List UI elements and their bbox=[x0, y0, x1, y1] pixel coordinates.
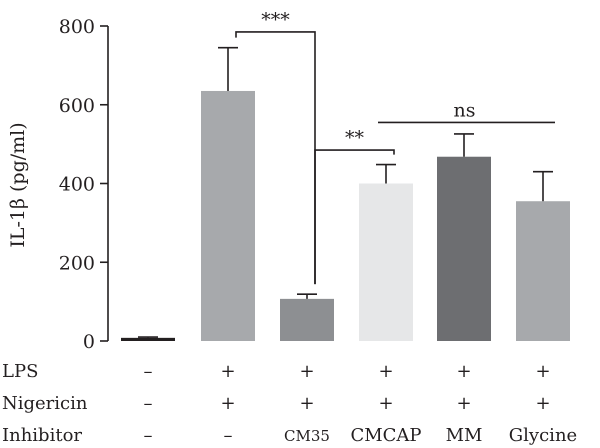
condition-cell-1-5: + bbox=[535, 393, 550, 414]
y-tick-label-3: 600 bbox=[59, 95, 95, 117]
bar-1 bbox=[201, 90, 255, 341]
condition-cell-0-5: + bbox=[535, 361, 550, 382]
condition-cell-2-3: CMCAP bbox=[350, 425, 421, 446]
condition-cell-0-0: – bbox=[144, 361, 153, 382]
condition-cell-0-1: + bbox=[220, 361, 235, 382]
significance-group: *****ns bbox=[235, 9, 555, 285]
y-tick-label-1: 200 bbox=[59, 252, 95, 274]
condition-cell-2-4: MM bbox=[446, 425, 483, 446]
condition-cell-0-3: + bbox=[378, 361, 393, 382]
condition-cell-1-0: – bbox=[144, 393, 153, 414]
sig-label-0: *** bbox=[261, 9, 290, 31]
sig-bracket-1 bbox=[314, 149, 395, 285]
sig-label-1: ** bbox=[345, 127, 365, 149]
condition-cell-1-3: + bbox=[378, 393, 393, 414]
condition-cell-1-4: + bbox=[456, 393, 471, 414]
condition-table: LPS – + + + + + Nigericin – + + + + + Inhibitor – – CM35 C… bbox=[2, 361, 577, 446]
condition-cell-1-1: + bbox=[220, 393, 235, 414]
condition-cell-2-0: – bbox=[144, 425, 153, 446]
condition-cell-1-2: + bbox=[299, 393, 314, 414]
bars-group bbox=[121, 90, 570, 341]
condition-cell-2-2: CM35 bbox=[284, 427, 330, 445]
condition-cell-0-4: + bbox=[456, 361, 471, 382]
bar-4 bbox=[437, 156, 491, 341]
y-tick-label-0: 0 bbox=[83, 331, 95, 353]
condition-row-label-2: Inhibitor bbox=[2, 425, 82, 446]
bar-5 bbox=[516, 201, 570, 341]
y-tick-label-4: 800 bbox=[59, 16, 95, 38]
condition-cell-2-5: Glycine bbox=[509, 425, 577, 446]
y-axis-label: IL-1β (pg/ml) bbox=[7, 122, 29, 247]
y-tick-label-2: 400 bbox=[59, 174, 95, 196]
condition-row-label-1: Nigericin bbox=[2, 393, 88, 414]
y-axis: 0 200 400 600 800 bbox=[59, 16, 109, 353]
bar-0 bbox=[121, 337, 175, 341]
condition-row-label-0: LPS bbox=[2, 361, 38, 382]
sig-label-2: ns bbox=[454, 99, 476, 121]
error-bars-group bbox=[138, 46, 553, 338]
bar-3 bbox=[359, 183, 413, 341]
bar-2 bbox=[280, 298, 334, 341]
condition-cell-0-2: + bbox=[299, 361, 314, 382]
condition-cell-2-1: – bbox=[224, 425, 233, 446]
